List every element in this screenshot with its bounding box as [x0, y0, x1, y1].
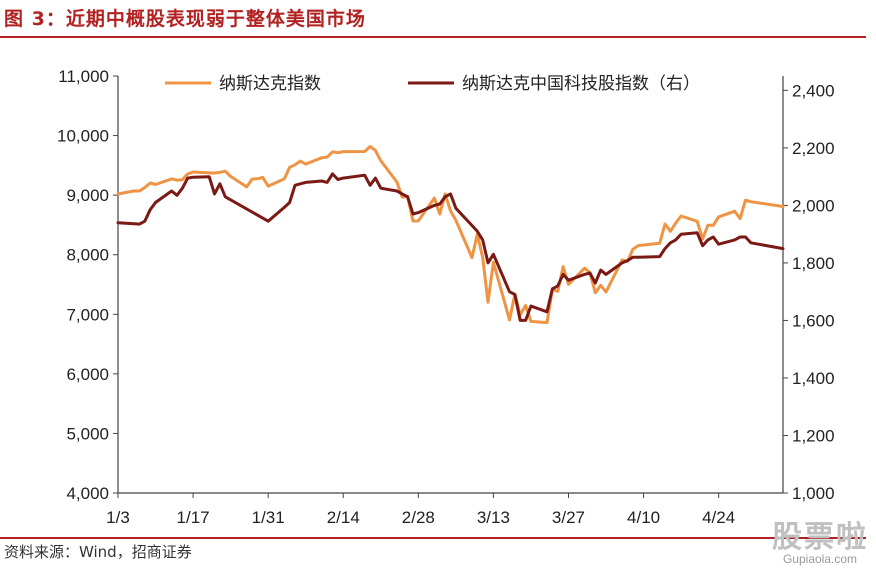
left-tick-label: 10,000	[57, 127, 109, 146]
title-divider	[0, 36, 866, 38]
watermark-url: Gupiaola.com	[782, 552, 858, 566]
right-tick-label: 2,400	[792, 81, 835, 100]
left-tick-label: 5,000	[66, 424, 109, 443]
bottom-divider	[0, 537, 866, 539]
watermark-text: 股票啦	[772, 520, 868, 555]
chart-legend: 纳斯达克指数 纳斯达克中国科技股指数（右）	[165, 74, 700, 94]
x-tick-label: 1/3	[106, 508, 130, 527]
source-note: 资料来源：Wind，招商证券	[4, 543, 192, 561]
x-tick-label: 4/24	[702, 508, 735, 527]
left-tick-label: 9,000	[66, 186, 109, 205]
x-tick-label: 2/28	[402, 508, 435, 527]
left-tick-label: 7,000	[66, 305, 109, 324]
watermark-logo: 股票啦 Gupiaola.com	[772, 512, 868, 566]
right-tick-label: 1,400	[792, 369, 835, 388]
x-tick-label: 1/17	[177, 508, 210, 527]
right-tick-label: 1,600	[792, 311, 835, 330]
left-tick-label: 11,000	[58, 67, 109, 86]
right-tick-label: 2,000	[792, 196, 835, 215]
left-tick-label: 4,000	[66, 484, 109, 503]
chart-axes: 4,000 5,000 6,000 7,000 8,000 9,000 10,000 11,0…	[57, 67, 835, 527]
x-tick-label: 3/27	[552, 508, 585, 527]
legend-label: 纳斯达克中国科技股指数（右）	[462, 74, 700, 94]
x-tick-label: 1/31	[252, 508, 285, 527]
right-tick-label: 1,000	[792, 484, 835, 503]
legend-label: 纳斯达克指数	[219, 74, 321, 94]
chart-series	[116, 145, 785, 325]
right-tick-label: 2,200	[792, 139, 835, 158]
left-tick-label: 8,000	[66, 246, 109, 265]
series-line-nasdaq	[116, 145, 785, 325]
x-tick-label: 3/13	[477, 508, 510, 527]
line-chart: 4,000 5,000 6,000 7,000 8,000 9,000 10,000 11,0…	[57, 67, 835, 527]
figure-title: 图 3：近期中概股表现弱于整体美国市场	[4, 8, 366, 30]
right-tick-label: 1,200	[792, 426, 835, 445]
x-tick-label: 4/10	[627, 508, 660, 527]
series-line-china-tech	[116, 172, 785, 322]
left-tick-label: 6,000	[66, 365, 109, 384]
x-tick-label: 2/14	[327, 508, 360, 527]
title-bar: 图 3：近期中概股表现弱于整体美国市场	[0, 0, 876, 38]
right-tick-label: 1,800	[792, 254, 835, 273]
